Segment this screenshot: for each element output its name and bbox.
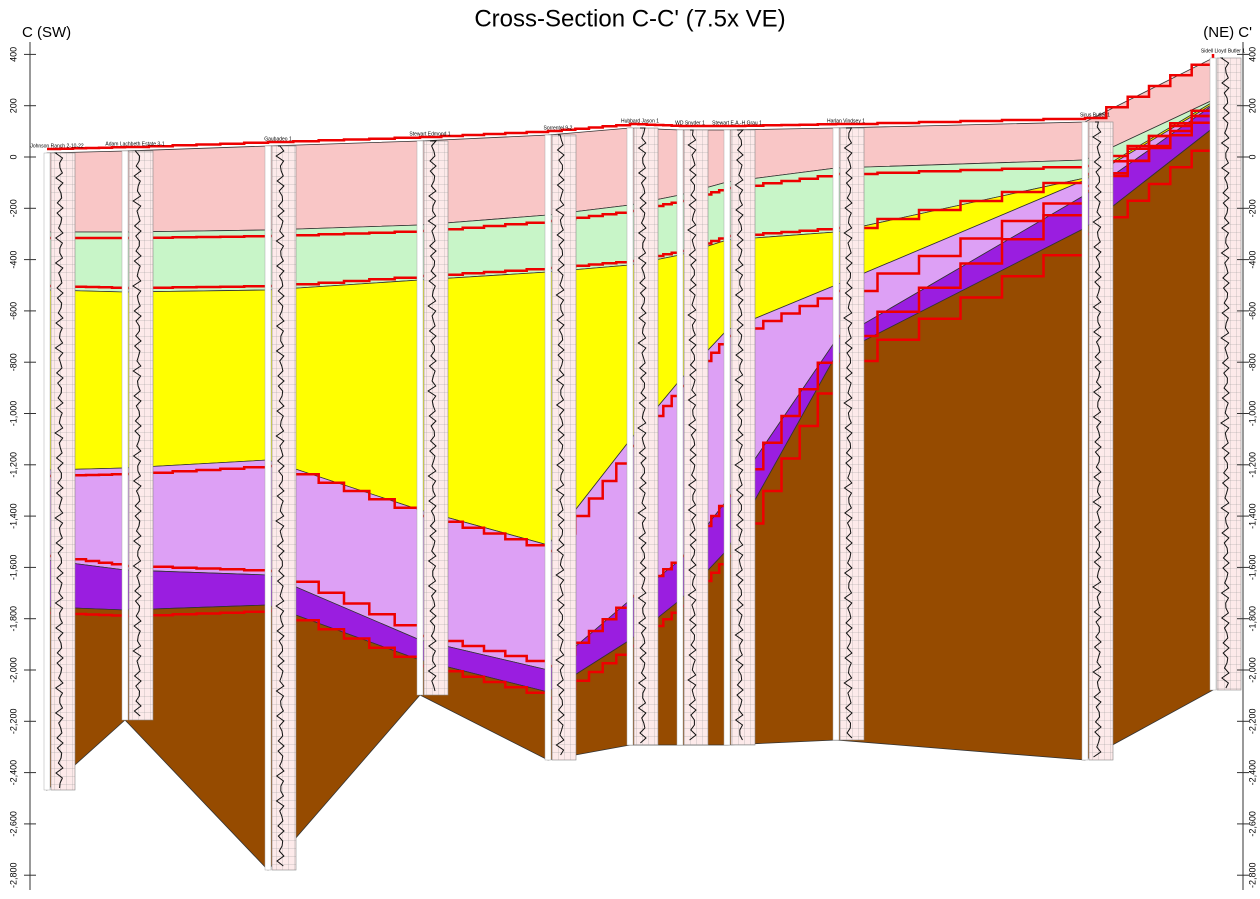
tick-label: -2,800 bbox=[8, 862, 18, 888]
tick-label: -2,000 bbox=[1247, 657, 1257, 683]
well-bore bbox=[44, 153, 50, 790]
tick-label: 200 bbox=[8, 98, 18, 113]
tick-label: -1,200 bbox=[8, 452, 18, 478]
well-name: Johnson Ranch 2-10-22 bbox=[30, 143, 84, 149]
tick-label: 400 bbox=[1247, 47, 1257, 62]
tick-label: -1,800 bbox=[1247, 606, 1257, 632]
well-log-grid bbox=[51, 153, 75, 790]
well-name: Sorrentel 9-2 bbox=[544, 125, 573, 131]
well-bore bbox=[627, 128, 633, 745]
well-name: Harlan Vindsey 1 bbox=[827, 118, 865, 124]
tick-label: -2,400 bbox=[1247, 760, 1257, 786]
tick-label: -400 bbox=[8, 251, 18, 269]
well-log-grid bbox=[552, 135, 576, 760]
well-log-grid bbox=[1217, 58, 1241, 690]
well-bore bbox=[265, 146, 271, 870]
tick-label: -1,000 bbox=[8, 401, 18, 427]
well-name: Sirus Butler 1 bbox=[1080, 112, 1110, 118]
well-name: Gaubadeo 1 bbox=[264, 136, 292, 142]
tick-label: -2,800 bbox=[1247, 862, 1257, 888]
well-bore bbox=[833, 128, 839, 740]
well-bore bbox=[122, 151, 128, 720]
tick-label: -2,000 bbox=[8, 657, 18, 683]
well-name: Adam Lachbeth Estate 3-1 bbox=[105, 141, 164, 147]
tick-label: -400 bbox=[1247, 251, 1257, 269]
well-name: Hubbard Jason 1 bbox=[621, 118, 659, 124]
tick-label: -600 bbox=[1247, 302, 1257, 320]
cross-section: Cross-Section C-C' (7.5x VE) C (SW) (NE)… bbox=[0, 0, 1260, 899]
tick-label: -1,000 bbox=[1247, 401, 1257, 427]
tick-label: -1,400 bbox=[8, 503, 18, 529]
well-bore bbox=[417, 141, 423, 695]
well-name: Stewart Edmond 1 bbox=[409, 131, 450, 137]
tick-label: -1,400 bbox=[1247, 503, 1257, 529]
tick-label: -600 bbox=[8, 302, 18, 320]
well-bore bbox=[545, 135, 551, 760]
well-log-grid bbox=[1089, 122, 1113, 760]
well-log-grid bbox=[272, 146, 296, 870]
well-name: Stewart E.A.-H Grau 1 bbox=[712, 120, 762, 126]
tick-label: -200 bbox=[8, 199, 18, 217]
tick-label: -1,600 bbox=[1247, 555, 1257, 581]
well-bore bbox=[1210, 58, 1216, 690]
well-log-grid bbox=[684, 130, 708, 745]
well-bore bbox=[1082, 122, 1088, 760]
well-name: Sidell Lloyd Butler 1 bbox=[1201, 48, 1245, 54]
right-label: (NE) C' bbox=[1203, 24, 1252, 41]
tick-label: -2,400 bbox=[8, 760, 18, 786]
well-log-grid bbox=[840, 128, 864, 740]
tick-label: 0 bbox=[8, 154, 18, 159]
title: Cross-Section C-C' (7.5x VE) bbox=[474, 5, 785, 32]
tick-label: 400 bbox=[8, 47, 18, 62]
tick-label: 0 bbox=[1247, 154, 1257, 159]
tick-label: -1,800 bbox=[8, 606, 18, 632]
tick-label: -800 bbox=[8, 353, 18, 371]
tick-label: -2,600 bbox=[8, 811, 18, 837]
tick-label: -2,200 bbox=[8, 709, 18, 735]
tick-label: -1,200 bbox=[1247, 452, 1257, 478]
tick-label: 200 bbox=[1247, 98, 1257, 113]
well-log-grid bbox=[129, 151, 153, 720]
tick-label: -200 bbox=[1247, 199, 1257, 217]
tick-label: -2,200 bbox=[1247, 709, 1257, 735]
well-log-grid bbox=[424, 141, 448, 695]
left-label: C (SW) bbox=[22, 24, 71, 41]
well-log-grid bbox=[731, 130, 755, 745]
tick-label: -1,600 bbox=[8, 555, 18, 581]
tick-label: -2,600 bbox=[1247, 811, 1257, 837]
well-bore bbox=[677, 130, 683, 745]
well-bore bbox=[724, 130, 730, 745]
tick-label: -800 bbox=[1247, 353, 1257, 371]
well-name: WD Snyder 1 bbox=[675, 120, 705, 126]
